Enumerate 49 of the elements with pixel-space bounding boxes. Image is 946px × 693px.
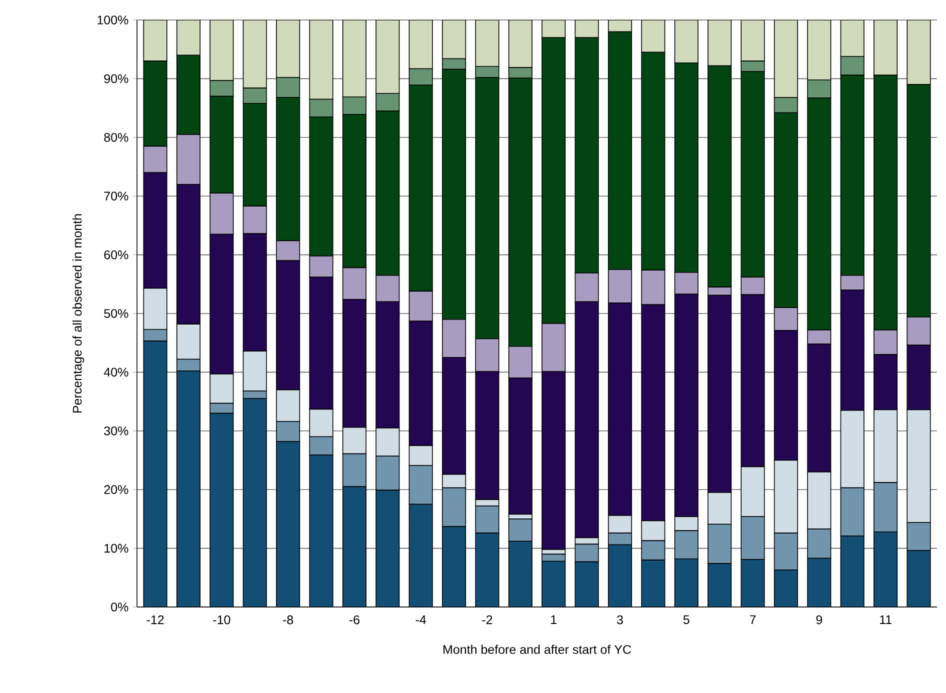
y-tick-label: 80% [104,132,128,142]
y-tick-label: 70% [104,192,128,201]
bar [608,544,632,607]
x-tick-label: 11 [880,615,892,624]
y-tick-label: 100% [98,16,128,24]
bar [243,398,266,607]
bar [906,550,931,607]
x-tick-label: 9 [816,615,822,624]
x-tick-label: 3 [616,615,623,624]
bar [376,490,400,607]
bar [575,562,598,607]
bar [342,486,366,607]
bar [542,561,566,607]
y-tick-label: 30% [104,426,128,436]
y-tick-label: 90% [104,74,128,84]
x-tick-label: -6 [349,615,360,624]
y-tick-label: 0% [111,602,128,612]
bar [840,536,864,607]
x-tick-label: -4 [416,615,426,624]
bar [476,533,499,607]
y-axis-title: Percentage of all observed in month [72,214,84,413]
bar [176,371,200,607]
y-tick-label: 20% [104,485,128,494]
x-tick-label: 1 [551,615,556,624]
x-tick-label: -12 [146,615,164,624]
bar [276,441,300,607]
bar [874,532,898,607]
bar [808,558,831,607]
bar [310,454,333,607]
bar [508,541,532,607]
bar [708,564,732,607]
y-tick-label: 60% [104,250,128,260]
bar [144,341,167,607]
y-tick-label: 50% [104,309,128,318]
x-tick-label: -2 [482,615,492,624]
y-tick-label: 40% [104,368,128,377]
bar [442,526,466,607]
bar [674,558,698,607]
bar [210,413,234,607]
bar [642,560,665,607]
x-tick-label: -10 [213,615,230,624]
bar [409,504,432,607]
y-tick-label: 10% [104,544,128,553]
x-tick-label: -8 [283,615,294,624]
x-tick-label: 5 [683,615,690,624]
x-axis-title: Month before and after start of YC [444,644,632,654]
x-tick-label: 7 [750,615,756,624]
bar [774,570,798,607]
bar [741,559,764,607]
